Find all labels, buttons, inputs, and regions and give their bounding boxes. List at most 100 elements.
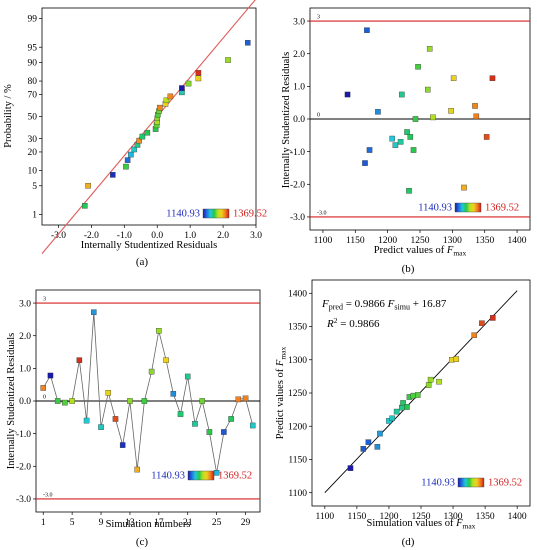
panel-d-point	[453, 356, 460, 362]
panel-c-ytick-label: -2.0	[16, 462, 31, 472]
panel-d-xtick-label: 1350	[476, 512, 495, 522]
panel-c-ytick-label: 1.0	[19, 365, 31, 375]
panel-a-xtick-label: -1.0	[117, 231, 132, 241]
panel-c-zero-label: 0	[43, 395, 46, 401]
panel-c-xtick-label: 21	[183, 518, 193, 528]
panel-a-point	[185, 80, 192, 87]
panel-c-ytick-label: 3.0	[19, 299, 31, 309]
panel-a-point	[136, 137, 142, 144]
panel-b-xlabel-italic: F	[446, 245, 454, 256]
panel-c-ytick-label: -3.0	[16, 495, 31, 505]
panel-a-xtick-label: 0.0	[151, 231, 163, 241]
panel-c-ytick-label: 2.0	[19, 332, 31, 342]
panel-c-point	[242, 395, 249, 402]
panel-a-point	[144, 129, 151, 136]
panel-a-point	[128, 151, 134, 158]
panel-c-point	[119, 442, 126, 448]
panel-c-point	[170, 391, 177, 397]
eq2-sup: 2	[334, 316, 338, 325]
panel-d-point	[490, 315, 496, 321]
panel-a-point	[179, 85, 185, 91]
panel-d-point	[389, 415, 395, 422]
panel-d-point	[415, 392, 421, 398]
panel-c-point	[54, 398, 61, 404]
panel-c-limit-label: 3	[43, 297, 46, 303]
panel-b-ticks: 1100 1150 1200 1250 1300 1350 1400 -3.0 -2.0 -1.0…	[290, 17, 527, 246]
panel-a-point	[195, 75, 202, 82]
panel-c-xlabel: Simulation numbers	[106, 519, 191, 530]
panel-c-point	[177, 411, 184, 417]
panel-a-ytick-label: 95	[28, 43, 38, 53]
panel-b-ytick-label: 2.0	[293, 50, 305, 60]
panel-b-xtick-label: 1350	[475, 236, 494, 246]
eq-rhs: F	[387, 298, 395, 310]
panel-b-point	[483, 134, 490, 140]
panel-d-predicted-vs-simulated: 1100 1150 1200 1250 1300 1350 1400 1100 1150 1200…	[275, 279, 531, 548]
panel-a-point	[82, 203, 88, 209]
panel-c-ytick-label: 0.0	[19, 397, 31, 407]
panel-d-ticks: 1100 1150 1200 1250 1300 1350 1400 1100 1150 1200…	[288, 289, 527, 522]
panel-b-colorbar: 1140.93 1369.52	[418, 203, 519, 214]
panel-d-point	[360, 446, 367, 452]
panel-d-ytick-label: 1200	[288, 422, 307, 432]
panel-d-xlabel-sub: max	[463, 522, 476, 531]
panel-c-xtick-label: 1	[41, 518, 46, 528]
panel-c-point	[156, 328, 162, 334]
panel-b-ytick-label: -3.0	[290, 213, 305, 223]
panel-a-ytick-label: 70	[28, 91, 38, 101]
panel-c-label: (c)	[136, 536, 149, 548]
panel-a-colorbar: 1140.93 1369.52	[166, 209, 267, 220]
panel-a-point	[123, 163, 129, 170]
panel-c-marks	[40, 309, 256, 476]
panel-b-ytick-label: 0.0	[293, 115, 305, 125]
panel-b-ytick-label: -1.0	[290, 148, 305, 158]
panel-d-colorbar-gradient	[457, 477, 485, 488]
panel-d-xtick-label: 1200	[379, 512, 398, 522]
panel-b-point	[397, 139, 404, 145]
panel-d-xtick-label: 1100	[315, 512, 334, 522]
panel-d-xtick-label: 1150	[348, 512, 367, 522]
panel-b-xtick-label: 1150	[346, 236, 365, 246]
panel-b-point	[404, 129, 410, 135]
panel-b-xlabel-text: Predict values of	[374, 245, 447, 256]
panel-d-xlabel-italic: F	[455, 518, 463, 529]
panel-a-ytick-label: 50	[28, 113, 38, 123]
panel-a-point	[157, 104, 163, 111]
panel-a-ytick-label: 30	[28, 135, 38, 145]
panel-c-point	[98, 424, 104, 430]
eq2-r: R	[326, 318, 334, 330]
panel-c-point	[206, 429, 213, 435]
panel-b-colorbar-max-label: 1369.52	[485, 203, 519, 214]
panel-b-point	[424, 86, 431, 93]
panel-d-fit-line	[324, 290, 518, 494]
panel-c-point	[127, 398, 133, 404]
panel-d-colorbar: 1140.93 1369.52	[421, 478, 522, 489]
panel-b-point	[362, 160, 368, 166]
panel-d-equation-line1: Fpred = 0.9866 Fsimu + 16.87	[321, 298, 447, 312]
panel-b-ytick-label: -2.0	[290, 180, 305, 190]
panel-a-point	[225, 57, 231, 63]
panel-d-xlabel-text: Simulation values of	[367, 518, 457, 529]
panel-a-colorbar-min-label: 1140.93	[166, 209, 200, 220]
panel-c-point	[199, 398, 205, 404]
panel-c-point	[47, 372, 54, 379]
panel-b-point	[412, 116, 419, 122]
panel-d-xtick-label: 1400	[508, 512, 527, 522]
panel-c-point	[91, 309, 97, 315]
panel-a-point	[85, 183, 91, 189]
panel-b-residuals-vs-predicted: 1100 1150 1200 1250 1300 1350 1400 -3.0 -2.0 -1.0…	[281, 7, 531, 275]
panel-c-point	[192, 421, 198, 427]
panel-c-point	[112, 416, 119, 422]
panel-d-marks	[347, 315, 496, 471]
panel-b-point	[473, 113, 480, 120]
panel-d-xtick-label: 1250	[412, 512, 431, 522]
panel-a-xtick-label: -3.0	[51, 231, 66, 241]
panel-a-reference-line	[41, 0, 256, 254]
panel-d-xtick-label: 1300	[444, 512, 463, 522]
panel-b-point	[389, 135, 395, 142]
panel-c-colorbar: 1140.93 1369.52	[151, 471, 252, 482]
panel-a-point	[110, 172, 116, 178]
panel-d-point	[365, 439, 372, 445]
panel-c-ytick-label: -1.0	[16, 430, 31, 440]
panel-b-point	[450, 75, 457, 81]
